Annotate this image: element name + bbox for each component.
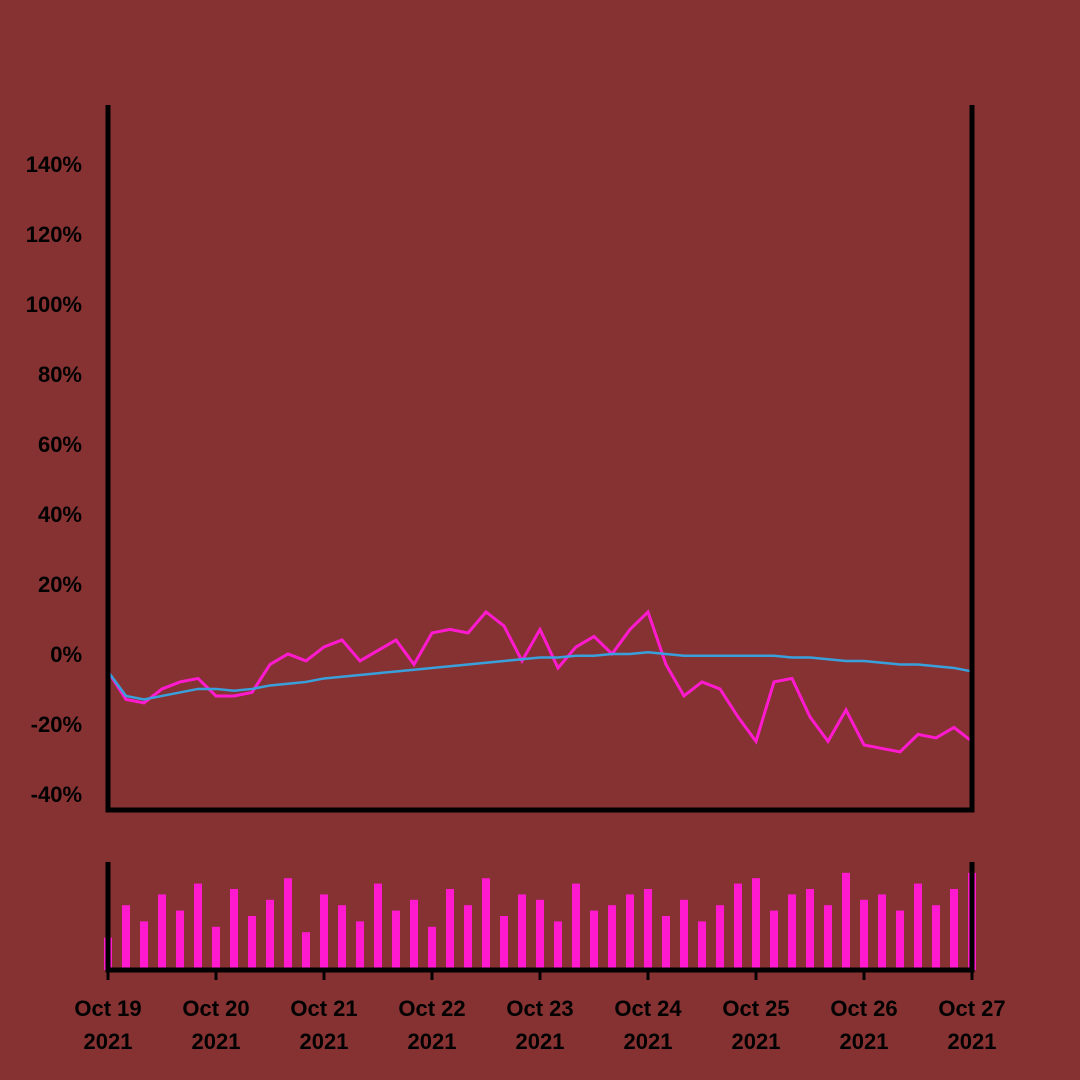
x-tick-label: Oct 24 2021 [614, 996, 682, 1054]
y-tick-label: 60% [38, 432, 82, 457]
x-tick-label: Oct 21 2021 [290, 996, 357, 1054]
volume-bar [356, 921, 364, 970]
x-tick-label: Oct 22 2021 [398, 996, 465, 1054]
volume-bar [932, 905, 940, 970]
volume-bar [194, 883, 202, 970]
volume-bar [806, 889, 814, 970]
volume-bar [248, 916, 256, 970]
volume-bar [176, 910, 184, 970]
x-tick-label: Oct 25 2021 [722, 996, 789, 1054]
volume-bar [896, 910, 904, 970]
series-line [106, 650, 973, 701]
volume-bar [536, 899, 544, 970]
volume-bar [374, 883, 382, 970]
volume-bar [140, 921, 148, 970]
volume-bar [608, 905, 616, 970]
volume-bar [572, 883, 580, 970]
y-tick-label: 0% [50, 642, 82, 667]
volume-bar [266, 899, 274, 970]
volume-bar [752, 878, 760, 970]
y-tick-label: -20% [31, 712, 82, 737]
volume-bar [860, 899, 868, 970]
x-tick-label: Oct 23 2021 [506, 996, 573, 1054]
volume-bar [518, 894, 526, 970]
volume-bar [878, 894, 886, 970]
volume-bar [410, 899, 418, 970]
y-tick-label: 80% [38, 362, 82, 387]
volume-bar [698, 921, 706, 970]
volume-bar [464, 905, 472, 970]
volume-bar [770, 910, 778, 970]
x-tick-label: Oct 19 2021 [74, 996, 141, 1054]
y-tick-label: 140% [26, 152, 82, 177]
volume-bar [284, 878, 292, 970]
y-tick-label: 120% [26, 222, 82, 247]
volume-bar [626, 894, 634, 970]
volume-bar [914, 883, 922, 970]
volume-bar [500, 916, 508, 970]
volume-bar [590, 910, 598, 970]
x-tick-label: Oct 26 2021 [830, 996, 897, 1054]
x-tick-label: Oct 27 2021 [938, 996, 1005, 1054]
volume-bar [842, 872, 850, 970]
volume-bar [716, 905, 724, 970]
volume-bar [446, 889, 454, 970]
volume-bar [428, 926, 436, 970]
volume-bar [302, 932, 310, 970]
volume-bar [644, 889, 652, 970]
y-tick-label: -40% [31, 782, 82, 807]
volume-bar [230, 889, 238, 970]
volume-bar [734, 883, 742, 970]
volume-bar [680, 899, 688, 970]
y-tick-label: 100% [26, 292, 82, 317]
volume-bar [554, 921, 562, 970]
volume-bar [338, 905, 346, 970]
y-tick-label: 20% [38, 572, 82, 597]
volume-bar [158, 894, 166, 970]
volume-bar [950, 889, 958, 970]
volume-bar [392, 910, 400, 970]
volume-bar [824, 905, 832, 970]
y-tick-label: 40% [38, 502, 82, 527]
x-tick-label: Oct 20 2021 [182, 996, 249, 1054]
volume-bar [662, 916, 670, 970]
volume-bar [122, 905, 130, 970]
volume-bar [482, 878, 490, 970]
volume-bar [320, 894, 328, 970]
volume-bar [212, 926, 220, 970]
volume-bar [788, 894, 796, 970]
series-line [106, 609, 973, 754]
axis-frame [105, 105, 975, 813]
